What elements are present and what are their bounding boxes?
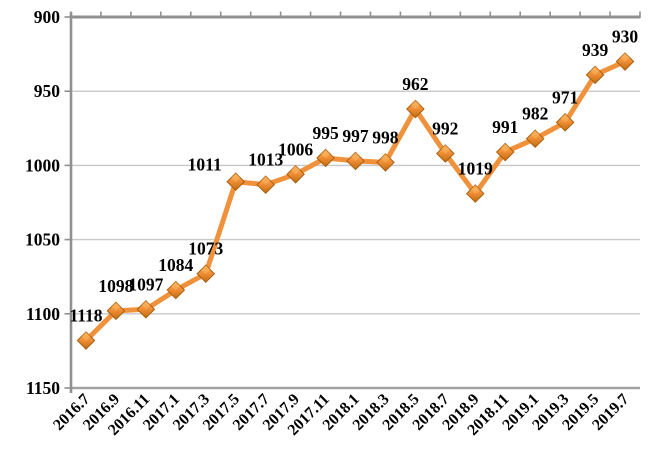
x-axis-labels: 2016.72016.92016.112017.12017.32017.5201… — [50, 391, 632, 439]
data-point-markers — [76, 52, 635, 350]
data-point-label: 995 — [312, 123, 339, 143]
data-point-label: 1118 — [69, 306, 102, 326]
data-point-label: 930 — [612, 27, 639, 47]
data-point-label: 1013 — [248, 150, 283, 170]
data-point-marker-highlight — [291, 165, 301, 175]
data-point-marker-highlight — [410, 100, 420, 110]
y-axis-tick-label: 1050 — [25, 230, 60, 250]
data-point-marker-highlight — [351, 152, 360, 162]
data-point-label: 997 — [342, 126, 369, 146]
data-point-marker-highlight — [171, 281, 181, 291]
y-axis-labels: 900 950 1000 1050 1100 1150 — [25, 7, 60, 398]
data-point-label: 991 — [492, 117, 518, 137]
y-axis-tick-label: 1000 — [25, 155, 60, 175]
data-point-label: 1073 — [188, 239, 223, 259]
y-axis-tick-label: 950 — [34, 81, 61, 101]
data-point-marker-highlight — [530, 130, 540, 140]
data-point-label: 1019 — [458, 159, 493, 179]
axes — [64, 11, 641, 393]
data-point-marker-highlight — [141, 300, 151, 310]
data-point-marker-highlight — [201, 265, 211, 275]
data-point-label: 1006 — [278, 139, 313, 159]
data-point-label: 1098 — [98, 276, 133, 296]
data-point-marker-highlight — [590, 66, 600, 76]
data-point-label: 1097 — [128, 274, 163, 294]
data-point-label: 939 — [582, 40, 609, 60]
data-point-label: 982 — [522, 104, 548, 124]
data-point-label: 962 — [402, 74, 428, 94]
data-point-marker-highlight — [321, 149, 331, 159]
data-point-marker-highlight — [500, 143, 510, 153]
data-point-marker-highlight — [81, 331, 91, 341]
y-axis-tick-label: 1100 — [26, 304, 60, 324]
y-axis-tick-label: 1150 — [26, 378, 60, 398]
data-point-marker-highlight — [261, 176, 271, 186]
data-point-label: 971 — [552, 87, 578, 107]
gridlines — [71, 90, 640, 390]
data-point-marker-highlight — [231, 173, 241, 183]
data-point-marker-highlight — [380, 153, 390, 163]
data-point-label: 1084 — [158, 255, 193, 275]
data-point-marker-highlight — [620, 52, 630, 62]
data-point-marker-highlight — [470, 184, 480, 194]
data-point-label: 998 — [372, 127, 399, 147]
data-point-marker-highlight — [440, 144, 450, 154]
data-point-marker-highlight — [111, 302, 121, 312]
data-point-label: 992 — [432, 119, 458, 139]
data-point-marker-highlight — [560, 113, 570, 123]
data-point-label: 1011 — [188, 155, 222, 175]
y-axis-tick-label: 900 — [34, 7, 61, 27]
